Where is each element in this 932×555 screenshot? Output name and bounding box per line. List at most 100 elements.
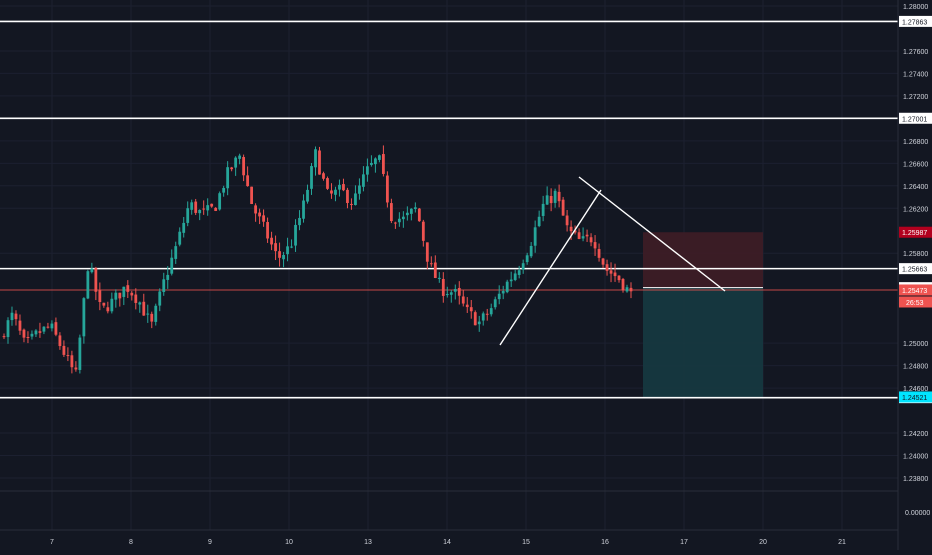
candle-body [362,174,365,187]
candle-body [122,286,126,297]
candle-body [242,157,246,176]
candle-body [318,150,321,175]
trendline-down[interactable] [578,176,726,292]
level-price-tag[interactable]: 1.25663 [902,267,927,274]
candle-body [389,203,393,222]
candle-body [154,305,158,322]
candle-body [182,222,186,233]
candle-body [238,155,242,159]
candle-body [374,158,377,165]
candle-body [393,222,397,224]
candle-body [501,291,505,294]
time-tick-label: 7 [50,539,54,546]
candle-body [198,209,202,214]
candle-body [378,155,381,160]
candle-body [302,200,305,219]
candle-body [314,149,317,168]
candle-body [366,166,369,175]
time-tick-label: 10 [285,539,293,546]
stop-price-tag[interactable]: 1.25987 [902,230,927,237]
time-tick-label: 14 [443,539,451,546]
candle-body [617,275,621,281]
candle-body [6,320,10,338]
level-price-tag-bg[interactable] [899,112,932,124]
trendlines[interactable] [499,176,726,346]
candle-body [449,292,453,295]
price-tick-label: 1.24600 [903,386,928,393]
target-price-tag[interactable]: 1.24521 [902,395,927,402]
price-tick-label: 1.24800 [903,364,928,371]
level-price-tag-bg[interactable] [899,15,932,27]
current-price-tag-bg[interactable] [899,284,932,296]
candle-body [10,312,14,321]
candle-body [290,246,293,248]
candle-body [553,190,557,203]
candle-body [358,185,361,194]
candle-body [453,289,457,292]
candle-body [381,154,385,174]
candle-body [433,262,437,278]
price-tick-label: 1.26400 [903,184,928,191]
candle-body [405,212,409,216]
candle-body [50,323,54,329]
candle-body [569,226,573,232]
candle-body [94,268,98,292]
candle-body [46,326,50,328]
candle-body [78,337,82,370]
candle-body [42,326,46,332]
candle-body [246,175,250,187]
candle-body [58,335,62,347]
price-axis[interactable]: 1.28000 1.27600 1.27400 1.27200 1.26800 1.266… [897,0,932,550]
level-price-tag[interactable]: 1.27001 [902,116,927,123]
time-axis[interactable]: 7 8 9 10 13 14 15 16 17 20 21 [0,529,898,546]
candle-body [577,232,581,239]
candle-body [517,270,521,275]
candle-body [485,313,489,315]
candle-body [310,166,313,189]
candle-body [118,292,122,299]
candle-body [549,196,553,204]
candle-body [545,195,549,205]
candle-body [158,291,162,306]
candle-body [126,285,130,292]
trendline-up[interactable] [499,189,602,346]
candle-body [429,263,433,265]
candle-body [597,249,601,258]
candle-body [385,175,389,203]
candle-body [469,307,473,312]
price-tick-label: 1.26600 [903,161,928,168]
current-price-tag[interactable]: 1.25473 [902,288,927,295]
time-tick-label: 21 [838,539,846,546]
candle-body [134,294,138,303]
price-tick-label: 1.27400 [903,71,928,78]
time-tick-label: 9 [208,539,212,546]
candle-body [513,273,517,281]
candle-body [350,203,353,205]
candle-body [14,313,18,320]
candle-body [505,281,509,293]
price-tick-label: 1.26200 [903,206,928,213]
candle-body [266,222,269,239]
candles [2,145,633,374]
candle-body [445,294,449,296]
candle-body [174,246,178,259]
price-tick-label: 1.28000 [903,4,928,11]
candle-body [286,246,289,255]
time-tick-label: 15 [522,539,530,546]
candle-body [437,277,441,279]
stop-price-tag-bg[interactable] [899,226,932,238]
candle-body [86,271,90,299]
level-price-tag-bg[interactable] [899,263,932,275]
horizontal-levels[interactable] [0,20,898,399]
candle-body [186,208,190,223]
price-tick-label: 1.26800 [903,139,928,146]
candle-body [425,242,429,262]
target-price-tag-bg[interactable] [899,391,932,403]
candle-body [589,237,593,243]
level-price-tag[interactable]: 1.27863 [902,19,927,26]
candle-body [409,208,413,214]
candle-body [26,336,30,338]
candle-body [150,313,154,322]
